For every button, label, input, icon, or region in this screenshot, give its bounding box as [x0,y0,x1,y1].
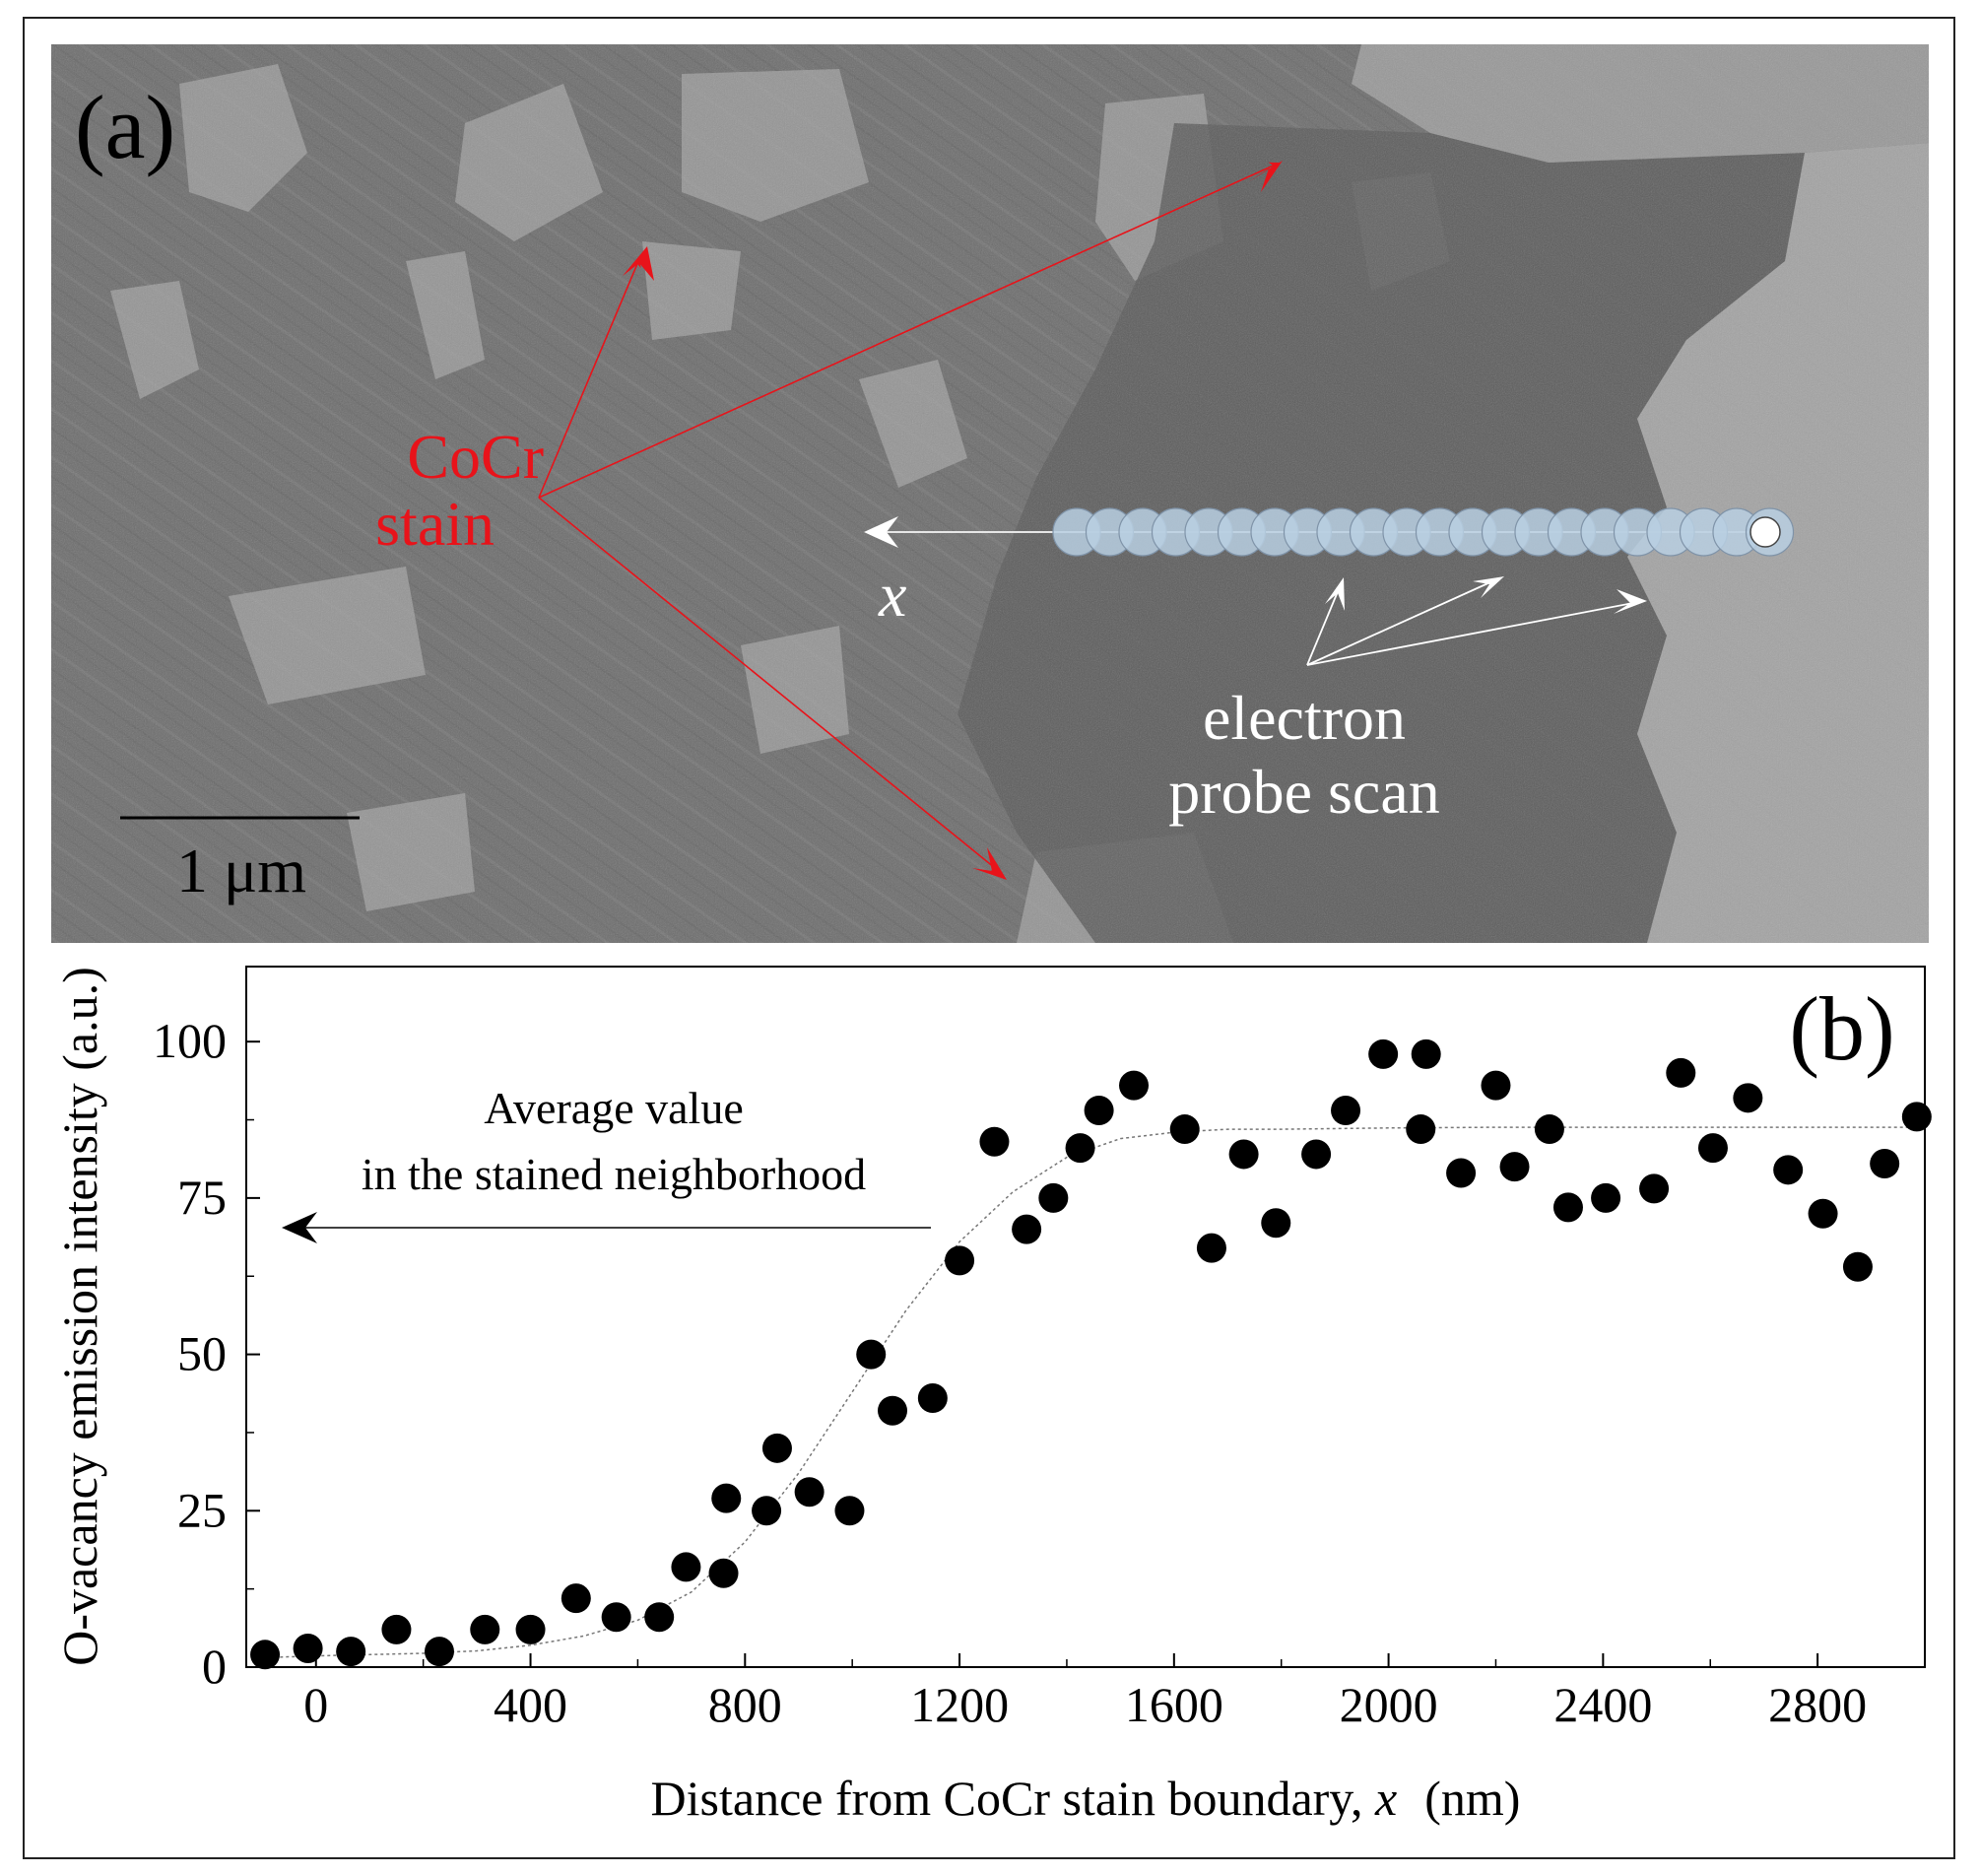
x-tick-label: 2800 [1768,1677,1867,1732]
data-point [708,1558,739,1588]
data-point [1228,1139,1259,1170]
x-tick-label: 2000 [1340,1677,1438,1732]
y-tick-label: 0 [202,1639,227,1694]
data-point [761,1433,792,1463]
data-point [293,1633,323,1663]
panel-b-label: (b) [1789,978,1894,1079]
data-point [644,1602,675,1633]
data-point [834,1496,865,1526]
y-tick-label: 25 [177,1482,227,1537]
data-point [1065,1133,1095,1164]
data-point [1842,1251,1873,1282]
data-point [1870,1148,1900,1178]
x-axis-arrowhead [864,516,898,548]
data-point [878,1395,908,1426]
y-tick-label: 50 [177,1326,227,1381]
data-point [1261,1208,1291,1239]
x-tick-label: 0 [303,1677,328,1732]
data-point [917,1383,948,1414]
data-point [856,1339,887,1370]
data-point [336,1637,366,1667]
x-axis-label-prefix: Distance from CoCr stain boundary, [651,1771,1376,1826]
micrograph-grain-noise [51,44,1929,943]
x-axis-ticks: 0 400 800 1200 1600 2000 2400 2800 [303,1653,1867,1732]
probe-spots [1052,507,1795,557]
data-point [470,1614,500,1644]
data-point [1446,1158,1477,1188]
x-tick-label: 800 [708,1677,782,1732]
annotation-line2: in the stained neighborhood [362,1149,866,1199]
data-point [1038,1182,1069,1213]
data-point [945,1245,975,1276]
data-point [1697,1133,1728,1164]
stain-arrow-3 [538,497,1002,874]
data-point [1331,1096,1361,1126]
stain-arrow-1 [538,257,641,499]
data-point [601,1602,631,1633]
scale-bar-label: 1 μm [176,836,306,905]
data-point [979,1126,1010,1157]
x-tick-label: 2400 [1553,1677,1652,1732]
data-point [424,1637,454,1667]
data-point [711,1483,742,1513]
probe-label-line1: electron [1203,683,1406,753]
data-point [794,1477,825,1508]
x-axis-label: Distance from CoCr stain boundary, x (nm) [651,1771,1521,1826]
data-point [1301,1139,1332,1170]
data-point [1773,1155,1804,1185]
data-point [1084,1096,1114,1126]
y-tick-label: 75 [177,1170,227,1225]
probe-start-point [1749,516,1781,548]
data-point [752,1496,782,1526]
stain-label-line2: stain [375,489,495,559]
probe-label-line2: probe scan [1168,757,1439,827]
data-point [1368,1038,1399,1069]
data-point [1012,1214,1042,1244]
data-point [1901,1102,1932,1132]
stain-arrowheads [623,161,1283,880]
data-point [671,1552,701,1582]
annotation-arrowhead [282,1212,317,1243]
data-point [1591,1182,1621,1213]
stain-label-line1: CoCr [407,422,544,492]
probe-arrows [1306,580,1634,666]
data-point [1534,1114,1564,1145]
x-axis-label-suffix: (nm) [1424,1771,1520,1826]
x-tick-label: 1200 [910,1677,1009,1732]
x-axis-label-var: x [1374,1771,1397,1826]
data-point [1666,1057,1696,1088]
data-point [1499,1152,1530,1182]
data-point [1552,1192,1583,1223]
y-tick-label: 100 [153,1013,227,1068]
data-point [515,1614,546,1644]
data-point [250,1640,281,1670]
data-point [1118,1070,1149,1101]
annotation-line1: Average value [484,1083,744,1133]
x-axis-variable: x [878,560,906,630]
data-point [1733,1083,1763,1113]
data-point [1196,1233,1226,1263]
panel-a-label: (a) [75,77,175,177]
y-axis-label: O-vacancy emission intensity (a.u.) [52,967,107,1666]
sem-micrograph: (a) CoCr stain x electron probe scan 1 μ… [51,44,1929,943]
data-point [1411,1038,1441,1069]
data-point [1481,1070,1511,1101]
y-axis-ticks: 0 25 50 75 100 [153,1013,260,1694]
plot-area [245,966,1926,1668]
data-point [1808,1198,1838,1229]
data-point [561,1583,591,1614]
data-points [250,1038,1932,1670]
x-tick-label: 400 [494,1677,567,1732]
data-point [381,1614,412,1644]
probe-arrowheads [1325,576,1647,614]
data-point [1169,1114,1200,1145]
stain-arrows [538,162,1280,874]
stain-arrow-2 [538,162,1280,499]
fit-curve [262,1126,1925,1659]
data-point [1639,1173,1670,1204]
data-point [1406,1114,1436,1145]
x-tick-label: 1600 [1125,1677,1223,1732]
